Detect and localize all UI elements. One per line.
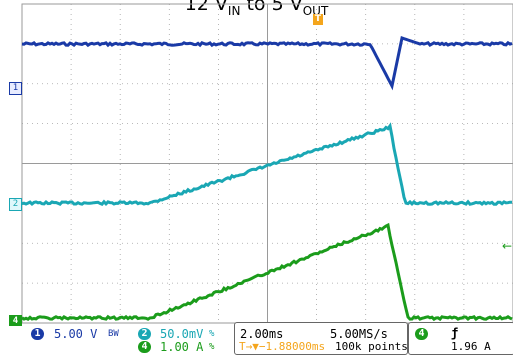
trigger-position: T→▼−1.88000ms	[239, 340, 326, 353]
ch4-coupling: %	[209, 342, 215, 352]
ch2-trace	[21, 122, 512, 207]
ch1-badge[interactable]: 1	[31, 328, 44, 340]
ch2-badge[interactable]: 2	[138, 328, 151, 340]
record-length: 100k points	[335, 340, 408, 353]
trigger-position-marker[interactable]: T	[313, 14, 323, 25]
ch2-ground-marker[interactable]: 2	[9, 198, 22, 211]
ch4-badge[interactable]: 4	[138, 341, 151, 353]
ch1-coupling: BW	[108, 329, 119, 339]
trigger-level: 1.96 A	[451, 340, 491, 353]
timebase-panel[interactable]: 2.00ms 5.00MS/s T→▼−1.88000ms 100k point…	[234, 322, 408, 355]
trigger-level-arrow-icon[interactable]: ←	[502, 239, 513, 253]
ch1-ground-marker[interactable]: 1	[9, 82, 22, 95]
ch4-ground-marker[interactable]: 4	[9, 315, 22, 328]
scope-readout-bar: 1 5.00 V BW 2 50.0mV % 4 1.00 A % 2.00ms…	[0, 322, 513, 355]
time-per-div: 2.00ms	[240, 327, 284, 341]
ch1-trace	[21, 36, 513, 91]
trigger-slope-icon: ƒ	[451, 326, 459, 340]
ch4-scale: 1.00 A	[160, 340, 204, 354]
scope-graticule	[21, 3, 513, 324]
ch2-scale: 50.0mV	[160, 327, 204, 341]
trigger-source-badge: 4	[415, 328, 428, 340]
trigger-panel[interactable]: 4 ƒ 1.96 A	[408, 322, 513, 355]
ch2-coupling: %	[209, 329, 215, 339]
ch1-scale: 5.00 V	[54, 327, 98, 341]
ch4-trace	[21, 222, 513, 322]
sample-rate: 5.00MS/s	[330, 327, 388, 341]
